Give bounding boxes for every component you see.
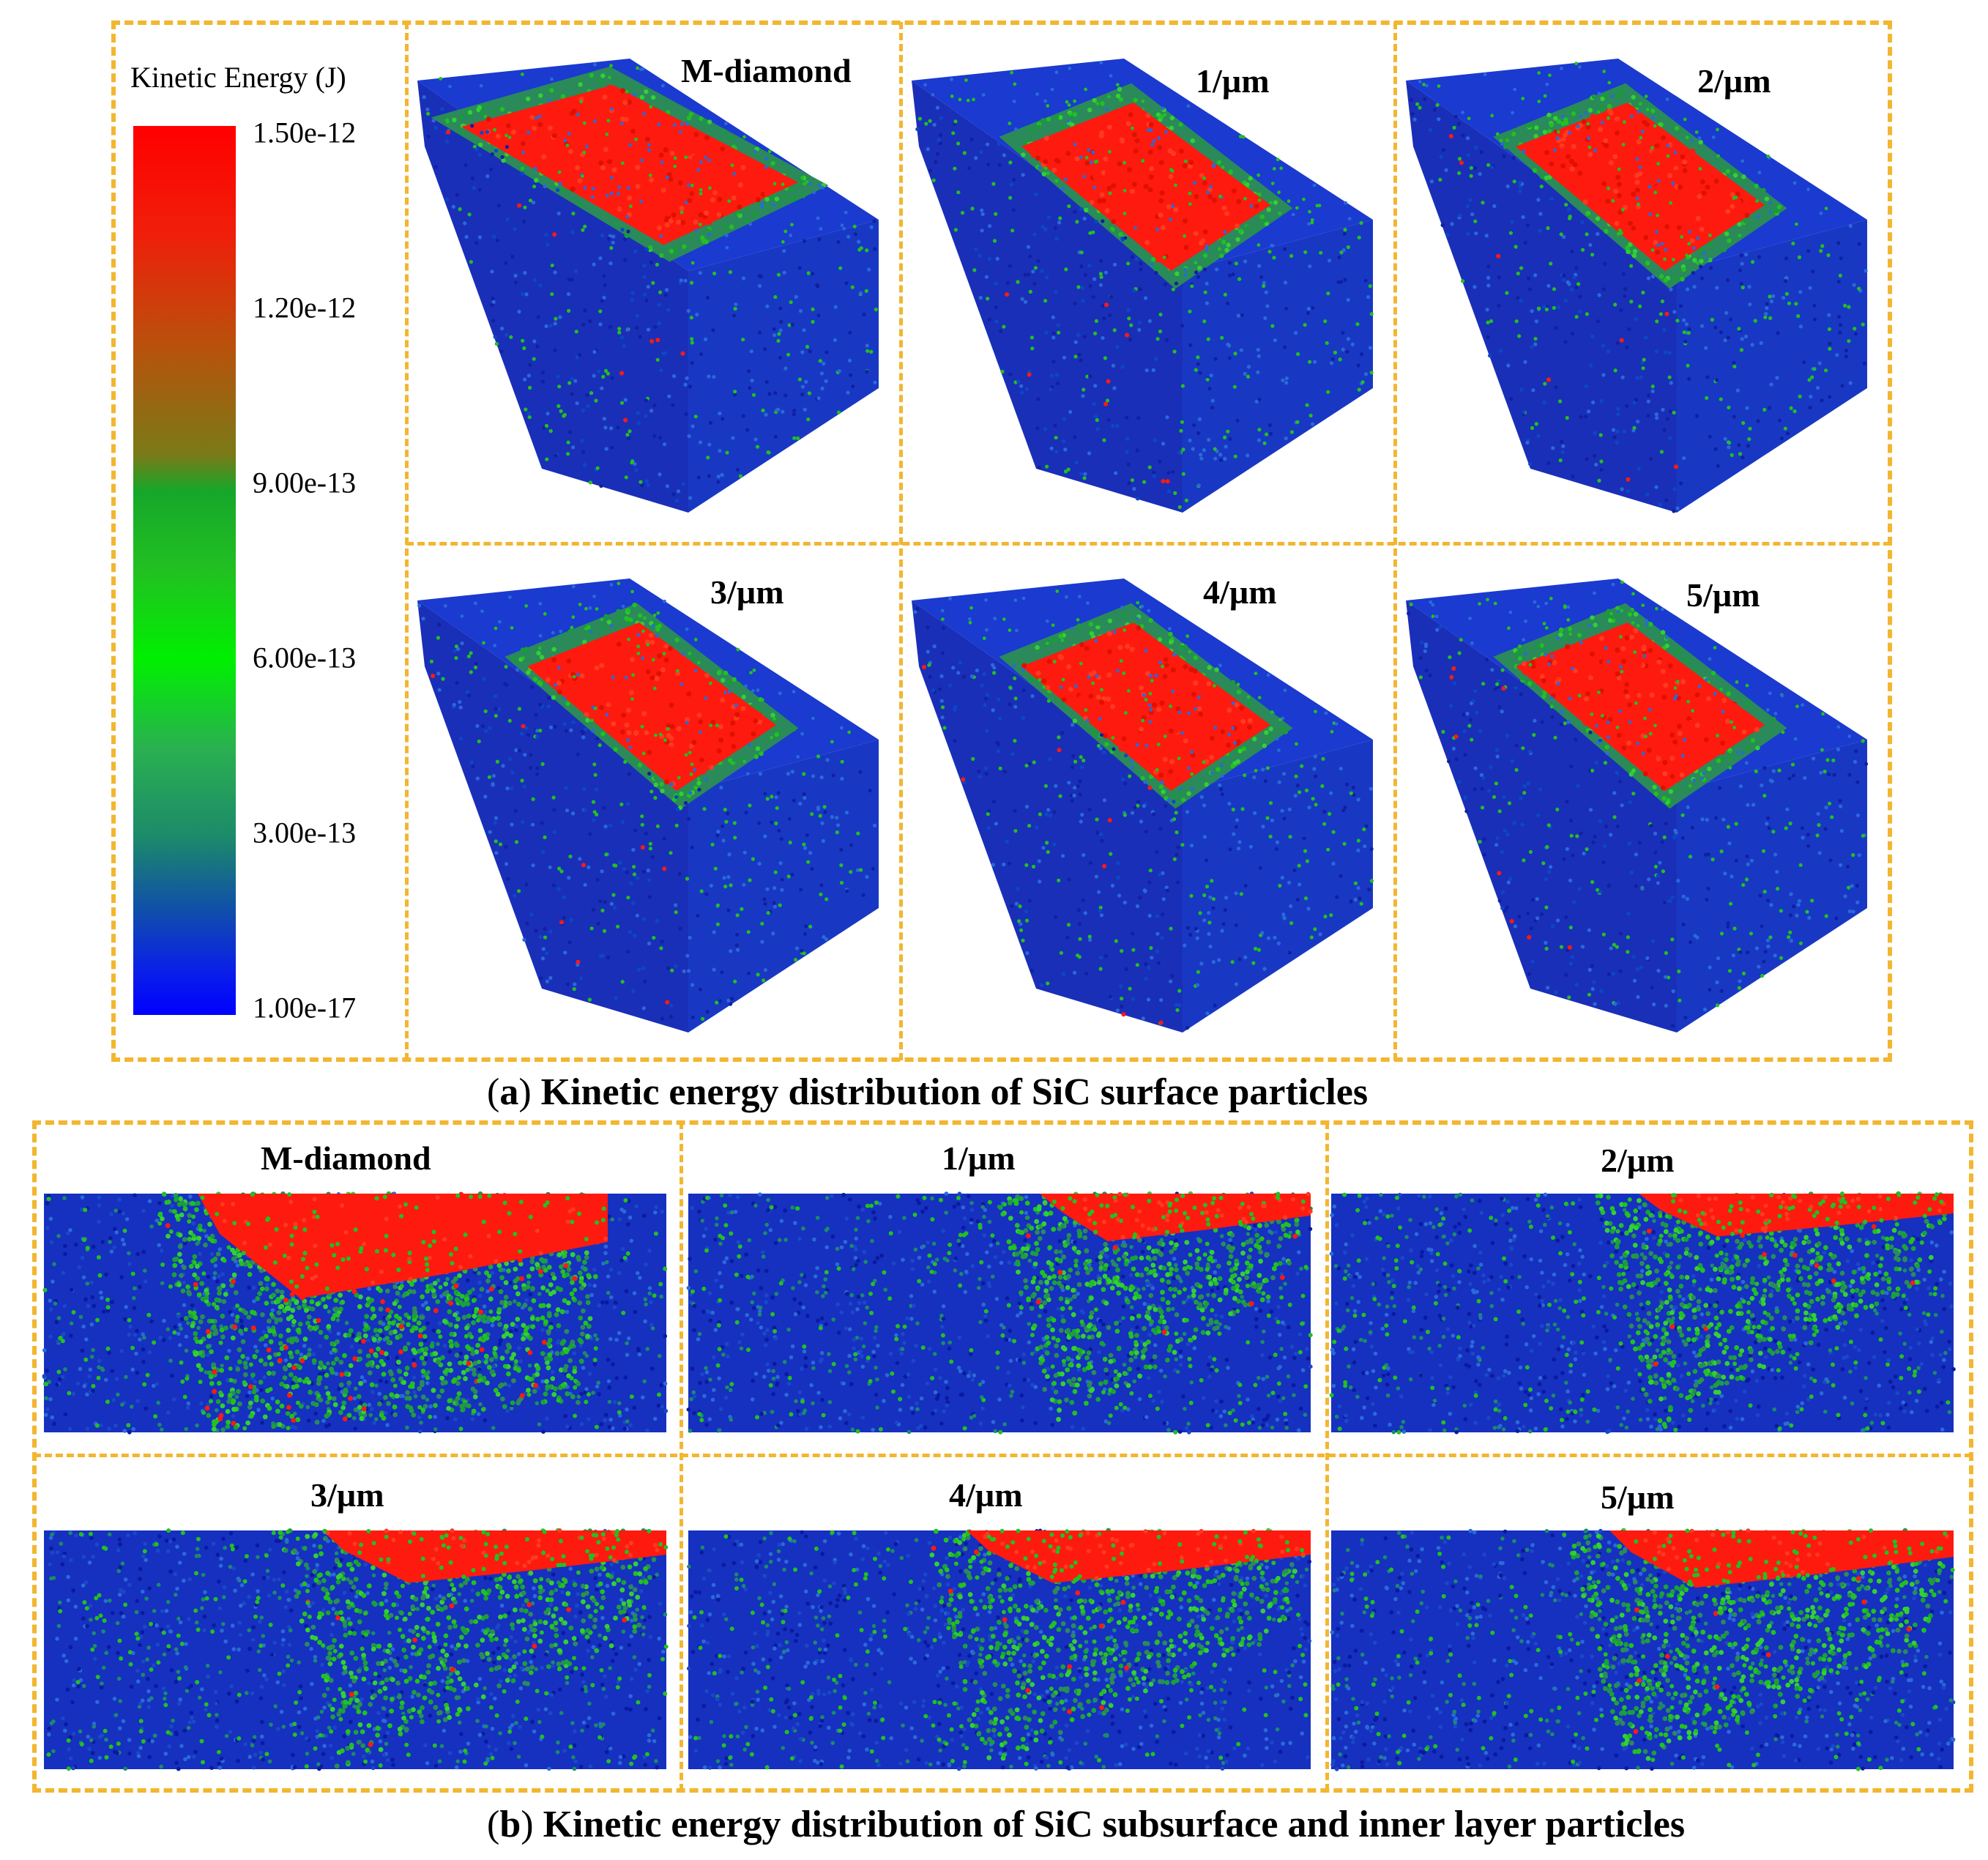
section-a-frame	[111, 21, 1892, 1062]
subsurface-slice-2	[686, 1191, 1313, 1435]
panel-a-label-5: 5/µm	[1686, 576, 1760, 614]
colorbar	[133, 126, 236, 1015]
red-contact-layer	[1639, 1194, 1954, 1237]
colorbar-title: Kinetic Energy (J)	[130, 61, 346, 94]
section-b-row-divider	[34, 1454, 1972, 1457]
caption-a-letter: a	[499, 1071, 519, 1113]
colorbar-tick-1: 1.50e-12	[253, 116, 357, 149]
section-a-boxes	[417, 59, 1869, 1033]
surface-box-6	[1406, 579, 1869, 1033]
red-contact-layer	[967, 1530, 1311, 1583]
slice-background	[44, 1530, 666, 1769]
box-left-face	[417, 600, 688, 1033]
section-a-row-divider	[406, 542, 1891, 546]
panel-b-label-3: 3/µm	[310, 1476, 384, 1514]
box-left-face	[1406, 81, 1677, 513]
panel-b-label-2: 2/µm	[1601, 1142, 1675, 1179]
panel-b-label-1: 1/µm	[942, 1139, 1016, 1177]
panel-a-label-3: 3/µm	[710, 573, 784, 611]
box-right-face	[688, 740, 879, 1033]
panel-a-label-4: 4/µm	[1203, 573, 1277, 611]
contact-region	[461, 85, 798, 245]
colorbar-tick-6: 1.00e-17	[253, 991, 357, 1024]
box-right-face	[688, 220, 879, 513]
subsurface-slice-4	[44, 1528, 669, 1771]
section-a-divider-2	[899, 22, 903, 1060]
surface-box-4	[417, 579, 879, 1033]
panel-a-label-m-diamond: M-diamond	[681, 52, 852, 89]
colorbar-tick-4: 6.00e-13	[253, 641, 357, 674]
caption-b-text: Kinetic energy distribution of SiC subsu…	[533, 1804, 1686, 1845]
surface-box-3	[1406, 59, 1868, 513]
caption-a-text: Kinetic energy distribution of SiC surfa…	[531, 1071, 1369, 1113]
red-contact-layer	[198, 1194, 608, 1298]
colorbar-tick-2: 1.20e-12	[253, 291, 357, 324]
panel-a-label-2: 2/µm	[1697, 62, 1771, 100]
section-b-slices	[42, 1191, 1956, 1771]
box-left-face	[417, 81, 688, 513]
panel-b-label-4: 4/µm	[949, 1476, 1023, 1514]
panel-a-label-1: 1/µm	[1196, 62, 1270, 100]
section-a-divider-1	[405, 22, 409, 1060]
surface-box-1	[417, 59, 879, 513]
contact-region	[1021, 622, 1270, 791]
colorbar-tick-3: 9.00e-13	[253, 466, 357, 499]
caption-b-letter: b	[499, 1804, 521, 1845]
surface-box-2	[912, 59, 1374, 513]
box-left-face	[1406, 600, 1677, 1033]
section-a-divider-3	[1393, 22, 1397, 1060]
panel-b-label-5: 5/µm	[1601, 1478, 1675, 1516]
surface-box-5	[912, 579, 1374, 1033]
box-left-face	[912, 600, 1183, 1033]
caption-a: (a) Kinetic energy distribution of SiC s…	[487, 1071, 1369, 1113]
contact-region	[527, 622, 776, 791]
slice-background	[688, 1194, 1311, 1432]
subsurface-slice-6	[1330, 1528, 1956, 1771]
panel-b-label-m-diamond: M-diamond	[261, 1139, 431, 1177]
subsurface-slice-5	[686, 1528, 1311, 1771]
subsurface-slice-1	[42, 1191, 669, 1435]
colorbar-tick-5: 3.00e-13	[253, 816, 357, 849]
contact-region	[1516, 622, 1765, 791]
red-contact-layer	[322, 1530, 666, 1583]
box-left-face	[912, 81, 1183, 513]
subsurface-slice-3	[1329, 1191, 1956, 1435]
caption-b: (b) Kinetic energy distribution of SiC s…	[487, 1804, 1686, 1845]
